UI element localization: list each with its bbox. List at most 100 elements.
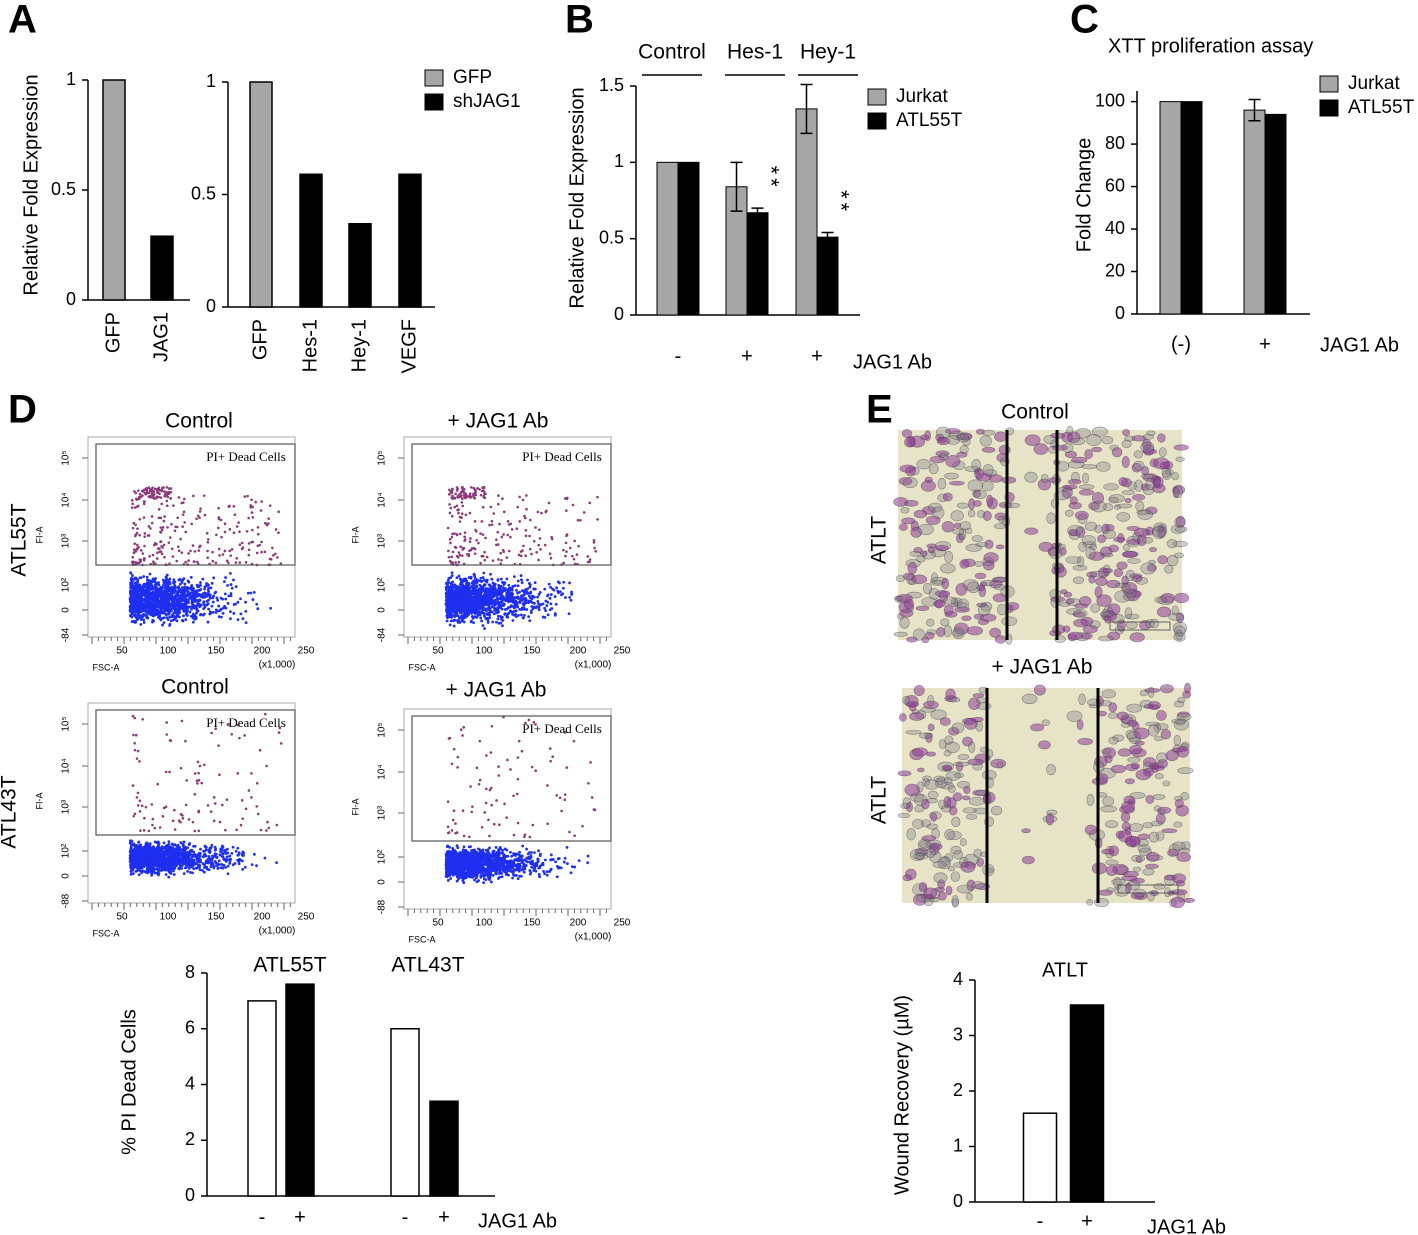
cell-dot bbox=[547, 594, 550, 597]
dead-cell-dot bbox=[169, 497, 172, 500]
dead-cell-dot bbox=[198, 546, 201, 549]
dead-cell-dot bbox=[224, 531, 227, 534]
dead-cell-dot bbox=[218, 548, 221, 551]
cell-dot bbox=[494, 599, 497, 602]
y-tick-label: 0.5 bbox=[599, 227, 624, 247]
group-label: Control bbox=[638, 41, 706, 64]
cell-dot bbox=[150, 609, 153, 612]
cell-dot bbox=[181, 586, 184, 589]
cell-dot bbox=[177, 604, 180, 607]
cell-dot bbox=[530, 611, 533, 614]
dead-cell-dot bbox=[239, 543, 242, 546]
dead-cell-dot bbox=[256, 552, 259, 555]
cell-dot bbox=[147, 582, 150, 585]
dead-cell-dot bbox=[217, 507, 220, 510]
dead-cell-dot bbox=[160, 540, 163, 543]
cell-dot bbox=[474, 612, 477, 615]
y-tick-label: 0.5 bbox=[51, 179, 76, 199]
cell-dot bbox=[550, 593, 553, 596]
cell-dot bbox=[168, 612, 171, 615]
cell-dot bbox=[165, 873, 168, 876]
dead-cell-dot bbox=[474, 529, 477, 532]
cell-dot bbox=[207, 592, 210, 595]
dead-cell-dot bbox=[266, 524, 269, 527]
y-tick-label: 40 bbox=[1105, 218, 1125, 238]
dead-cell-dot bbox=[511, 528, 514, 531]
dead-cell-dot bbox=[160, 550, 163, 553]
dead-cell-dot bbox=[220, 536, 223, 539]
dead-cell-dot bbox=[461, 554, 464, 557]
cell-dot bbox=[491, 621, 494, 624]
cell-dot bbox=[449, 590, 452, 593]
dead-cell-dot bbox=[449, 542, 452, 545]
dead-cell-dot bbox=[482, 506, 485, 509]
cell-dot bbox=[465, 580, 468, 583]
x-axis-label: JAG1 Ab bbox=[1320, 334, 1399, 356]
dead-cell-dot bbox=[171, 547, 174, 550]
cell-dot bbox=[245, 621, 248, 624]
dead-cell-dot bbox=[152, 554, 155, 557]
cell-dot bbox=[513, 606, 516, 609]
y-tick-label: 10³ bbox=[377, 533, 388, 548]
cell-dot bbox=[172, 578, 175, 581]
cell-dot bbox=[143, 592, 146, 595]
dead-cell-dot bbox=[147, 534, 150, 537]
cell-dot bbox=[182, 608, 185, 611]
bar bbox=[349, 224, 371, 307]
dead-cell-dot bbox=[577, 545, 580, 548]
cell-dot bbox=[451, 571, 454, 574]
y-tick-label: 10⁴ bbox=[377, 492, 388, 507]
cell-dot bbox=[453, 609, 456, 612]
dead-cell-dot bbox=[168, 541, 171, 544]
dead-cell-dot bbox=[163, 544, 166, 547]
cell-dot bbox=[149, 593, 152, 596]
cell-dot bbox=[222, 607, 225, 610]
cell-dot bbox=[470, 577, 473, 580]
dead-cell-dot bbox=[220, 519, 223, 522]
dead-cell-dot bbox=[276, 556, 279, 559]
dead-cell-dot bbox=[178, 549, 181, 552]
cell-dot bbox=[502, 604, 505, 607]
cell-dot bbox=[214, 849, 217, 852]
cell-dot bbox=[521, 581, 524, 584]
cell-dot bbox=[508, 612, 511, 615]
bar bbox=[300, 174, 322, 307]
cell-dot bbox=[149, 613, 152, 616]
cell-dot bbox=[135, 587, 138, 590]
cell-dot bbox=[194, 845, 197, 848]
cell-dot bbox=[480, 585, 483, 588]
cell-dot bbox=[453, 625, 456, 628]
cell-dot bbox=[522, 594, 525, 597]
cell-dot bbox=[498, 601, 501, 604]
dead-cell-dot bbox=[569, 547, 572, 550]
dead-cell-dot bbox=[260, 500, 263, 503]
cell-dot bbox=[202, 607, 205, 610]
cell-dot bbox=[200, 595, 203, 598]
dead-cell-dot bbox=[464, 538, 467, 541]
y-tick-label: 0 bbox=[185, 1185, 195, 1205]
cell-dot bbox=[195, 867, 198, 870]
cell-dot bbox=[553, 589, 556, 592]
dead-cell-dot bbox=[479, 532, 482, 535]
dead-cell-dot bbox=[199, 507, 202, 510]
cell-dot bbox=[241, 860, 244, 863]
dead-cell-dot bbox=[509, 522, 512, 525]
dead-cell-dot bbox=[157, 496, 160, 499]
dead-cell-dot bbox=[163, 490, 166, 493]
cell-dot bbox=[466, 605, 469, 608]
bar bbox=[430, 1101, 458, 1196]
dead-cell-dot bbox=[576, 553, 579, 556]
dead-cell-dot bbox=[277, 531, 280, 534]
dead-cell-dot bbox=[184, 561, 187, 564]
cell-dot bbox=[456, 601, 459, 604]
dead-cell-dot bbox=[565, 534, 568, 537]
cell-dot bbox=[203, 603, 206, 606]
plot-title: Control bbox=[165, 410, 233, 433]
cell-dot bbox=[228, 862, 231, 865]
dead-cell-dot bbox=[154, 487, 157, 490]
x-axis-label: FSC-A bbox=[93, 662, 120, 672]
cell-dot bbox=[455, 576, 458, 579]
dead-cell-dot bbox=[270, 558, 273, 561]
dead-cell-dot bbox=[136, 527, 139, 530]
